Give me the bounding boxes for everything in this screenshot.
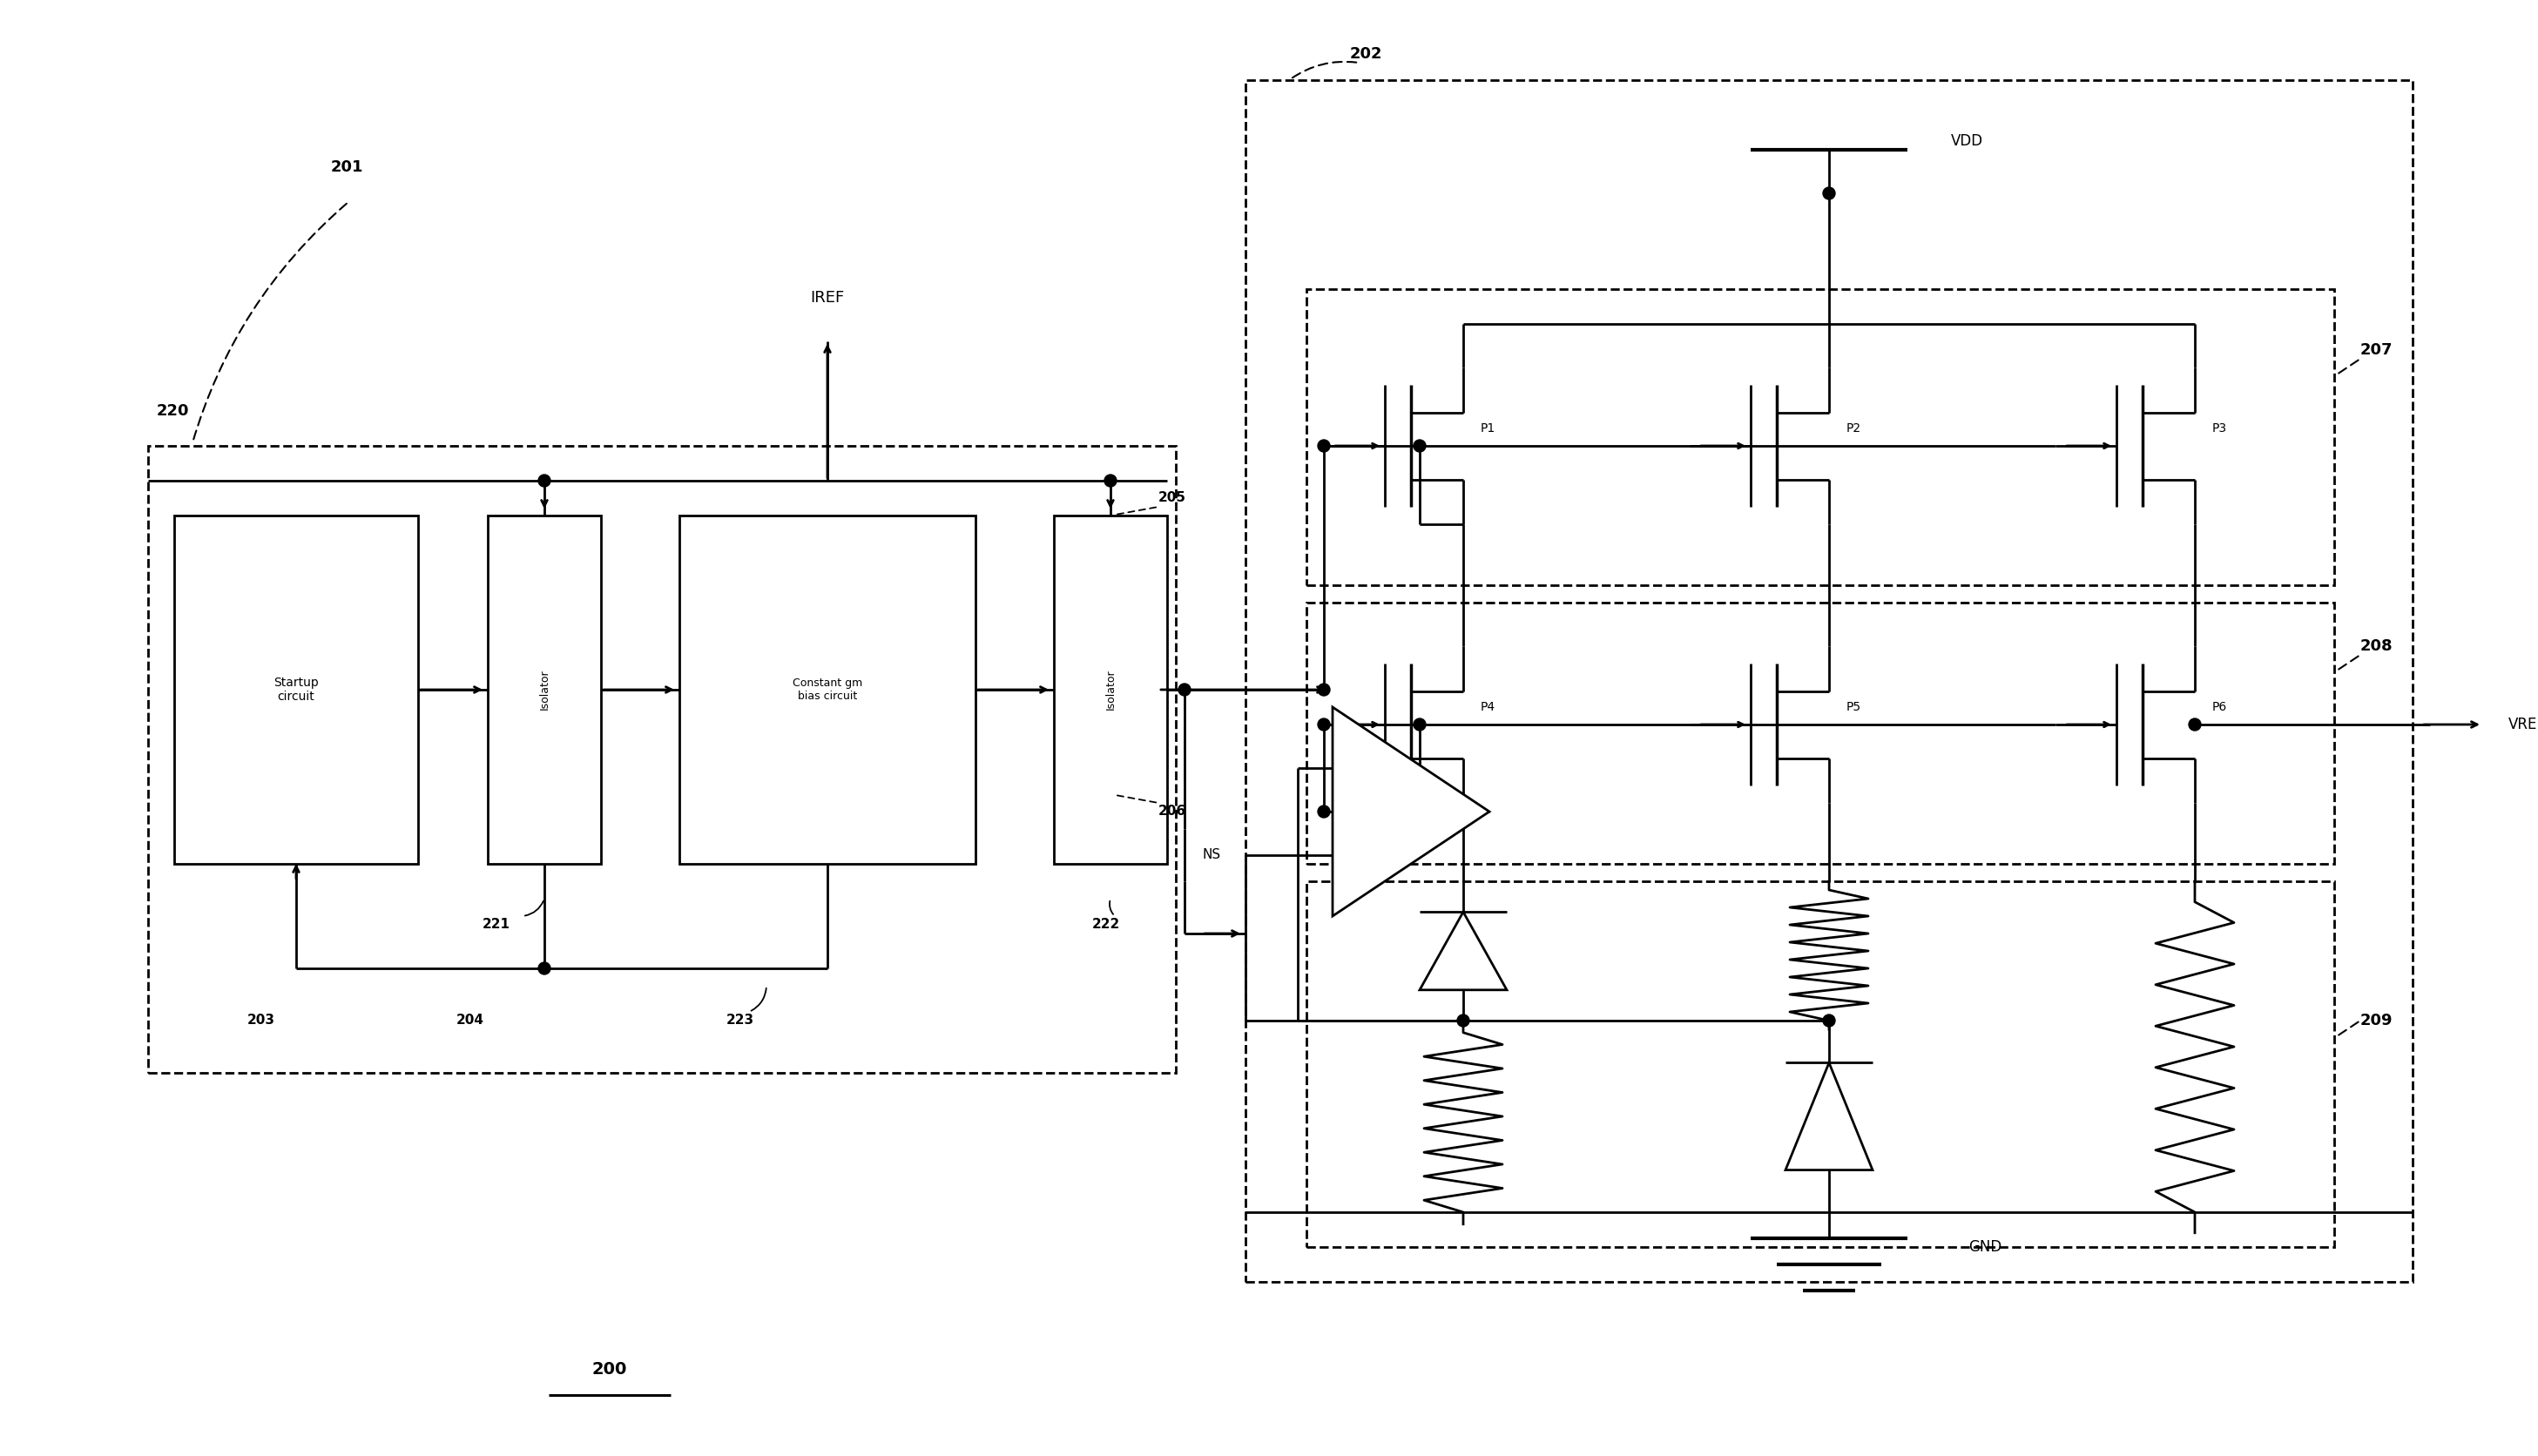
Text: 207: 207 <box>2360 342 2393 358</box>
Circle shape <box>1317 683 1330 696</box>
Circle shape <box>1822 1015 1835 1026</box>
Bar <box>1246 80 2414 1281</box>
Text: 221: 221 <box>482 919 510 932</box>
Polygon shape <box>1332 708 1490 916</box>
Text: +: + <box>1360 760 1373 776</box>
Circle shape <box>1317 805 1330 818</box>
Text: 201: 201 <box>330 159 363 175</box>
Text: 220: 220 <box>157 403 190 419</box>
Text: Isolator: Isolator <box>538 670 551 711</box>
Text: P6: P6 <box>2213 700 2228 713</box>
Circle shape <box>1317 440 1330 451</box>
Text: P3: P3 <box>2213 422 2228 434</box>
Text: 204: 204 <box>457 1013 485 1026</box>
Text: GND: GND <box>1969 1239 2002 1255</box>
Bar <box>175 515 419 863</box>
Bar <box>1307 881 2335 1246</box>
Circle shape <box>1178 683 1190 696</box>
Text: VREF: VREF <box>2508 716 2538 732</box>
Text: Isolator: Isolator <box>1104 670 1117 711</box>
Text: NS: NS <box>1203 849 1221 862</box>
Circle shape <box>1414 440 1426 451</box>
Circle shape <box>1317 718 1330 731</box>
Circle shape <box>2188 718 2200 731</box>
Text: 203: 203 <box>246 1013 274 1026</box>
Circle shape <box>1457 1015 1470 1026</box>
Text: 208: 208 <box>2360 638 2393 654</box>
Text: P5: P5 <box>1848 700 1860 713</box>
Bar <box>1053 515 1167 863</box>
Text: 206: 206 <box>1157 805 1185 818</box>
Text: 205: 205 <box>1157 492 1185 505</box>
Bar <box>147 446 1175 1073</box>
Text: 200: 200 <box>591 1361 627 1377</box>
Circle shape <box>1104 475 1117 486</box>
Text: −: − <box>1360 847 1373 863</box>
Bar <box>487 515 602 863</box>
Text: Constant gm
bias circuit: Constant gm bias circuit <box>792 677 863 702</box>
Polygon shape <box>1787 1063 1873 1171</box>
Text: Startup
circuit: Startup circuit <box>274 677 320 703</box>
Bar <box>1307 290 2335 585</box>
Text: 209: 209 <box>2360 1013 2393 1028</box>
Text: IREF: IREF <box>810 290 845 306</box>
Text: P2: P2 <box>1848 422 1860 434</box>
Text: 202: 202 <box>1350 47 1383 61</box>
Text: 223: 223 <box>726 1013 754 1026</box>
Text: P1: P1 <box>1480 422 1495 434</box>
Circle shape <box>1822 188 1835 199</box>
Bar <box>680 515 975 863</box>
Text: VDD: VDD <box>1952 134 1982 149</box>
Text: P4: P4 <box>1480 700 1495 713</box>
Polygon shape <box>1419 911 1508 990</box>
Circle shape <box>538 475 551 486</box>
Text: 222: 222 <box>1091 919 1119 932</box>
Circle shape <box>538 962 551 974</box>
Bar <box>1307 603 2335 863</box>
Circle shape <box>1414 718 1426 731</box>
